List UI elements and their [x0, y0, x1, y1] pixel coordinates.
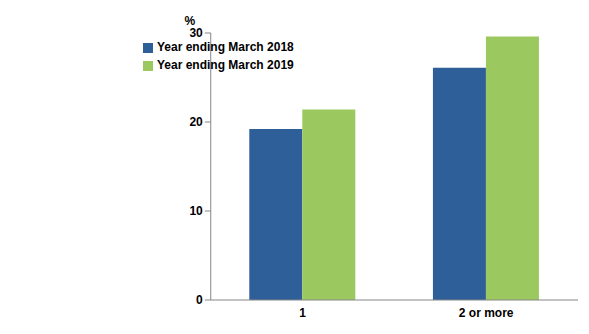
html-text:Year ending March 2018: Year ending March 2018 [157, 40, 294, 54]
html-text:Year ending March 2019: Year ending March 2019 [157, 58, 294, 72]
svg-text:2 or more: 2 or more [459, 306, 514, 320]
svg-text:0: 0 [196, 293, 203, 307]
svg-text:20: 20 [189, 115, 203, 129]
svg-text:%: % [184, 14, 195, 28]
svg-text:10: 10 [189, 204, 203, 218]
svg-text:30: 30 [189, 26, 203, 40]
svg-text:1: 1 [299, 306, 306, 320]
